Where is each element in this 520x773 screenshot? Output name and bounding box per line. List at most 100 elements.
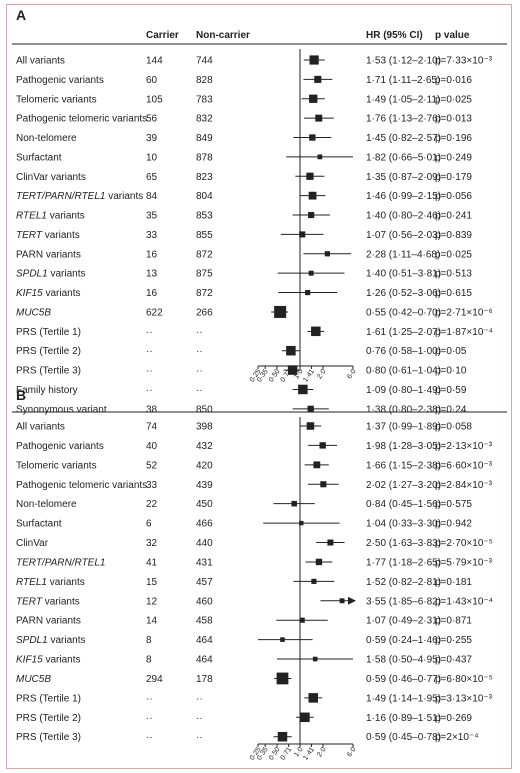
panel-a-noncarrier-count: 832 <box>196 114 213 125</box>
panel-b-carrier-count: 22 <box>146 499 158 510</box>
panel-a-carrier-count: 10 <box>146 152 158 163</box>
panel-a-hr-marker <box>305 289 311 296</box>
panel-a-header-noncarrier: Non-carrier <box>196 30 250 41</box>
panel-a-noncarrier-count: ·· <box>196 346 203 357</box>
panel-a-hr-ci: 0·80 (0·61–1·04) <box>366 366 441 377</box>
panel-b-noncarrier-count: 440 <box>196 538 213 549</box>
panel-a-noncarrier-count: ·· <box>196 327 203 338</box>
panel-b-row-label: Non-telomere <box>16 499 77 510</box>
panel-b-hr-marker <box>299 520 304 526</box>
panel-b-row-label: Pathogenic telomeric variants <box>16 480 147 491</box>
panel-a-row-label: SPDL1 variants <box>16 269 85 280</box>
panel-a-hr-marker <box>287 365 298 375</box>
panel-a-hr-ci: 1·26 (0·52–3·06) <box>366 288 441 299</box>
panel-a-hr-marker <box>308 191 317 200</box>
panel-b-hr-ci: 1·07 (0·49–2·31) <box>366 616 441 627</box>
panel-a-row-label: ClinVar variants <box>16 172 86 183</box>
panel-a-p-value: p=0·59 <box>435 385 467 396</box>
panel-a-noncarrier-count: ·· <box>196 366 203 377</box>
panel-a-hr-marker <box>324 251 330 257</box>
panel-a-hr-marker <box>309 94 318 103</box>
panel-a-row-label: PRS (Tertile 2) <box>16 346 81 357</box>
panel-a-p-value: p=1·87×10⁻⁴ <box>435 327 493 338</box>
panel-b-row-label: Surfactant <box>16 519 62 530</box>
panel-a-carrier-count: 105 <box>146 94 163 105</box>
panel-a-noncarrier-count: 853 <box>196 211 213 222</box>
panel-a-carrier-count: 144 <box>146 56 163 67</box>
panel-b-p-value: p=0·058 <box>435 422 472 433</box>
panel-a-row-label: Surfactant <box>16 152 62 163</box>
panel-a-hr-marker <box>306 172 314 180</box>
panel-a-hr-ci: 1·76 (1·13–2·76) <box>366 114 441 125</box>
panel-a-carrier-count: 33 <box>146 230 158 241</box>
panel-a-noncarrier-count: 878 <box>196 152 213 163</box>
panel-a-p-value: p=0·249 <box>435 152 472 163</box>
panel-b-hr-marker <box>276 672 289 685</box>
panel-a-p-value: p=0·24 <box>435 404 467 415</box>
panel-a-x-tick-label: 0·50 <box>268 368 282 384</box>
panel-b-row-label: PRS (Tertile 1) <box>16 693 81 704</box>
panel-b-noncarrier-count: 439 <box>196 480 213 491</box>
panel-a-hr-marker <box>308 211 315 219</box>
panel-b-carrier-count: 8 <box>146 655 152 666</box>
panel-b-ci-arrow <box>348 596 356 605</box>
panel-a-noncarrier-count: 744 <box>196 56 213 67</box>
panel-b-p-value: p=1·43×10⁻⁴ <box>435 596 493 607</box>
panel-b-p-value: p=2·84×10⁻³ <box>435 480 493 491</box>
panel-b-p-value: p=5·79×10⁻³ <box>435 557 493 568</box>
panel-b-carrier-count: 52 <box>146 460 158 471</box>
panel-a-row-label: Pathogenic telomeric variants <box>16 114 147 125</box>
panel-b-row-label: PRS (Tertile 3) <box>16 732 81 743</box>
panel-b-hr-marker <box>319 442 326 449</box>
panel-a-hr-marker <box>299 231 306 238</box>
panel-b-x-tick-label: 1·41 <box>302 746 316 762</box>
panel-b-carrier-count: ·· <box>146 713 153 724</box>
panel-a-hr-marker <box>314 75 322 83</box>
panel-b-hr-marker <box>315 558 323 566</box>
panel-a-x-tick-label: 1·41 <box>302 368 316 384</box>
panel-a-p-value: p=0·025 <box>435 249 472 260</box>
panel-b-p-value: p=6·80×10⁻⁵ <box>435 674 493 685</box>
panel-a-hr-marker <box>274 305 287 318</box>
panel-b-p-value: p=0·575 <box>435 499 472 510</box>
panel-a-p-value: p=0·196 <box>435 133 472 144</box>
panel-a-hr-ci: 1·40 (0·51–3·81) <box>366 269 441 280</box>
panel-a-label: A <box>16 7 26 23</box>
panel-b-noncarrier-count: 466 <box>196 519 213 530</box>
panel-b-hr-marker <box>327 539 334 546</box>
panel-b-hr-ci: 1·66 (1·15–2·38) <box>366 460 441 471</box>
panel-a-p-value: p=0·513 <box>435 269 472 280</box>
panel-b-noncarrier-count: ·· <box>196 693 203 704</box>
panel-a-x-tick-label: 1·0 <box>293 368 305 380</box>
panel-a-noncarrier-count: ·· <box>196 385 203 396</box>
panel-b-hr-ci: 0·59 (0·24–1·46) <box>366 635 441 646</box>
panel-a-row-label: PARN variants <box>16 249 81 260</box>
panel-a-carrier-count: 16 <box>146 249 158 260</box>
panel-a-row-label: MUC5B <box>16 307 51 318</box>
panel-a-x-tick-label: 6·0 <box>346 368 358 380</box>
panel-a-noncarrier-count: 875 <box>196 269 213 280</box>
panel-b-p-value: p=2·13×10⁻³ <box>435 441 493 452</box>
panel-b-x-tick-label: 0·50 <box>268 746 282 762</box>
panel-a-carrier-count: 60 <box>146 75 158 86</box>
panel-b-hr-marker <box>306 422 315 430</box>
panel-b-hr-ci: 1·52 (0·82–2·81) <box>366 577 441 588</box>
panel-b-noncarrier-count: 432 <box>196 441 213 452</box>
panel-a-hr-ci: 1·82 (0·66–5·01) <box>366 152 441 163</box>
panel-b-row-label: PARN variants <box>16 616 81 627</box>
panel-b-carrier-count: 74 <box>146 422 158 433</box>
panel-a-header-hr: HR (95% CI) <box>366 30 423 41</box>
panel-a-row-label: Non-telomere <box>16 133 77 144</box>
panel-a-p-value: p=2·71×10⁻⁶ <box>435 307 493 318</box>
panel-b-noncarrier-count: 450 <box>196 499 213 510</box>
panel-a-hr-ci: 2·28 (1·11–4·68) <box>366 249 440 260</box>
panel-a-row-label: PRS (Tertile 1) <box>16 327 81 338</box>
panel-b-hr-ci: 1·49 (1·14–1·95) <box>366 693 441 704</box>
panel-a-row-label: All variants <box>16 56 65 67</box>
panel-b-noncarrier-count: 457 <box>196 577 213 588</box>
panel-a-carrier-count: 16 <box>146 288 158 299</box>
panel-a-noncarrier-count: 872 <box>196 288 213 299</box>
panel-a-p-value: p=0·013 <box>435 114 472 125</box>
panel-b-row-label: RTEL1 variants <box>16 577 85 588</box>
